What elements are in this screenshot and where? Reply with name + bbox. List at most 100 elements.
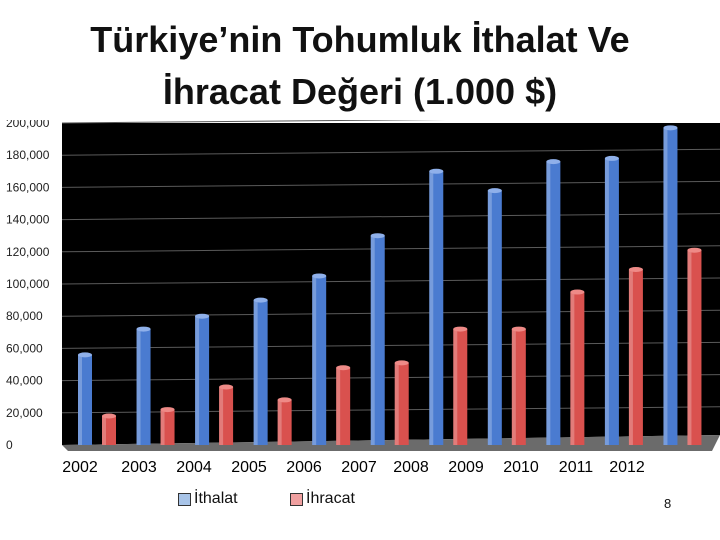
chart-title-line-1: Türkiye’nin Tohumluk İthalat Ve bbox=[90, 19, 630, 60]
bar-top bbox=[487, 188, 502, 194]
bar-highlight bbox=[370, 235, 375, 445]
bar-ihracat bbox=[511, 326, 526, 445]
bar-top bbox=[546, 159, 561, 165]
legend: İthalat İhracat bbox=[0, 490, 720, 514]
bar-body bbox=[487, 190, 502, 445]
bar-highlight bbox=[253, 300, 258, 445]
bar-top bbox=[394, 360, 409, 366]
bar-ihracat bbox=[628, 267, 643, 445]
bar-body bbox=[628, 269, 643, 445]
bar-ihracat bbox=[160, 407, 175, 445]
bar-body bbox=[219, 387, 234, 445]
bar-chart: 200,000 180,000 160,000 140,000 120,000 100,0… bbox=[6, 120, 720, 476]
bar-body bbox=[253, 300, 268, 445]
legend-label-ihracat: İhracat bbox=[306, 490, 355, 507]
bar-ithalat bbox=[195, 313, 210, 445]
bar-ihracat bbox=[453, 326, 468, 445]
bar-top bbox=[429, 168, 444, 174]
bar-body bbox=[429, 171, 444, 446]
bar-top bbox=[277, 397, 292, 403]
bar-top bbox=[78, 352, 92, 358]
bar-top bbox=[453, 326, 468, 332]
bar-top bbox=[663, 125, 678, 131]
bar-body bbox=[195, 316, 210, 445]
bar-body bbox=[136, 329, 151, 445]
y-tick-label: 80,000 bbox=[6, 309, 43, 323]
bar-top bbox=[160, 407, 175, 413]
x-tick-label: 2010 bbox=[503, 459, 539, 476]
bar-highlight bbox=[453, 329, 458, 445]
bar-top bbox=[370, 233, 385, 239]
bar-top bbox=[336, 365, 351, 371]
gridline bbox=[61, 148, 720, 156]
x-tick-label: 2004 bbox=[176, 459, 212, 476]
x-tick-label: 2009 bbox=[448, 459, 484, 476]
bar-top bbox=[687, 247, 702, 253]
bar-ithalat bbox=[312, 273, 327, 445]
bar-body bbox=[511, 329, 526, 445]
bar-highlight bbox=[429, 171, 434, 446]
bar-body bbox=[160, 409, 175, 445]
bar-highlight bbox=[546, 161, 551, 445]
bar-body bbox=[546, 161, 561, 445]
bar-highlight bbox=[277, 399, 282, 445]
bar-body bbox=[663, 127, 678, 445]
legend-item-ithalat: İthalat bbox=[178, 490, 238, 508]
bars bbox=[78, 125, 702, 446]
bar-ihracat bbox=[687, 247, 702, 445]
x-tick-label: 2011 bbox=[559, 459, 594, 476]
chart-title-line-2: İhracat Değeri (1.000 $) bbox=[162, 71, 558, 112]
bar-top bbox=[604, 155, 619, 161]
bar-ihracat bbox=[219, 384, 234, 445]
bar-highlight bbox=[219, 387, 224, 445]
bar-highlight bbox=[394, 362, 399, 445]
bar-ithalat bbox=[663, 125, 678, 445]
bar-highlight bbox=[102, 416, 106, 445]
bar-highlight bbox=[487, 190, 492, 445]
bar-body bbox=[604, 158, 619, 446]
bar-body bbox=[312, 275, 327, 445]
y-tick-label: 160,000 bbox=[6, 180, 50, 194]
bar-top bbox=[102, 413, 116, 419]
x-tick-label: 2008 bbox=[393, 459, 429, 476]
legend-label-ithalat: İthalat bbox=[194, 490, 238, 507]
bar-ihracat bbox=[394, 360, 409, 445]
bar-highlight bbox=[195, 316, 200, 445]
y-tick-label: 100,000 bbox=[6, 277, 50, 291]
x-tick-label: 2003 bbox=[121, 459, 157, 476]
bar-body bbox=[570, 292, 585, 445]
bar-body bbox=[453, 329, 468, 445]
bar-highlight bbox=[511, 329, 516, 445]
bar-body bbox=[370, 235, 385, 445]
bar-body bbox=[78, 354, 92, 445]
bar-ithalat bbox=[370, 233, 385, 445]
x-tick-label: 2005 bbox=[231, 459, 267, 476]
legend-swatch-ihracat bbox=[290, 492, 303, 506]
legend-item-ihracat: İhracat bbox=[290, 490, 355, 508]
y-tick-label: 180,000 bbox=[6, 148, 50, 162]
y-tick-label: 120,000 bbox=[6, 245, 50, 259]
y-axis-ticks: 200,000 180,000 160,000 140,000 120,000 100,0… bbox=[6, 120, 50, 452]
bar-highlight bbox=[136, 329, 141, 445]
bar-ithalat bbox=[487, 188, 502, 445]
bar-top bbox=[136, 326, 151, 332]
y-tick-label: 60,000 bbox=[6, 341, 43, 355]
y-tick-label: 140,000 bbox=[6, 213, 50, 227]
bar-ithalat bbox=[546, 159, 561, 445]
bar-highlight bbox=[628, 269, 633, 445]
bar-body bbox=[277, 399, 292, 445]
plot-area bbox=[62, 123, 720, 451]
bar-ithalat bbox=[604, 155, 619, 446]
gridline bbox=[61, 120, 446, 124]
bar-body bbox=[102, 416, 116, 445]
legend-swatch-ithalat bbox=[178, 492, 191, 506]
bar-top bbox=[253, 297, 268, 303]
x-tick-label: 2012 bbox=[609, 459, 645, 476]
bar-highlight bbox=[160, 409, 165, 445]
bar-highlight bbox=[604, 158, 609, 446]
y-tick-label: 40,000 bbox=[6, 374, 43, 388]
page-number: 8 bbox=[664, 496, 672, 511]
bar-ithalat bbox=[136, 326, 151, 445]
bar-top bbox=[511, 326, 526, 332]
x-axis-ticks: 2002 2003 2004 2005 2006 2007 2008 2009 2010 2011… bbox=[62, 459, 645, 476]
